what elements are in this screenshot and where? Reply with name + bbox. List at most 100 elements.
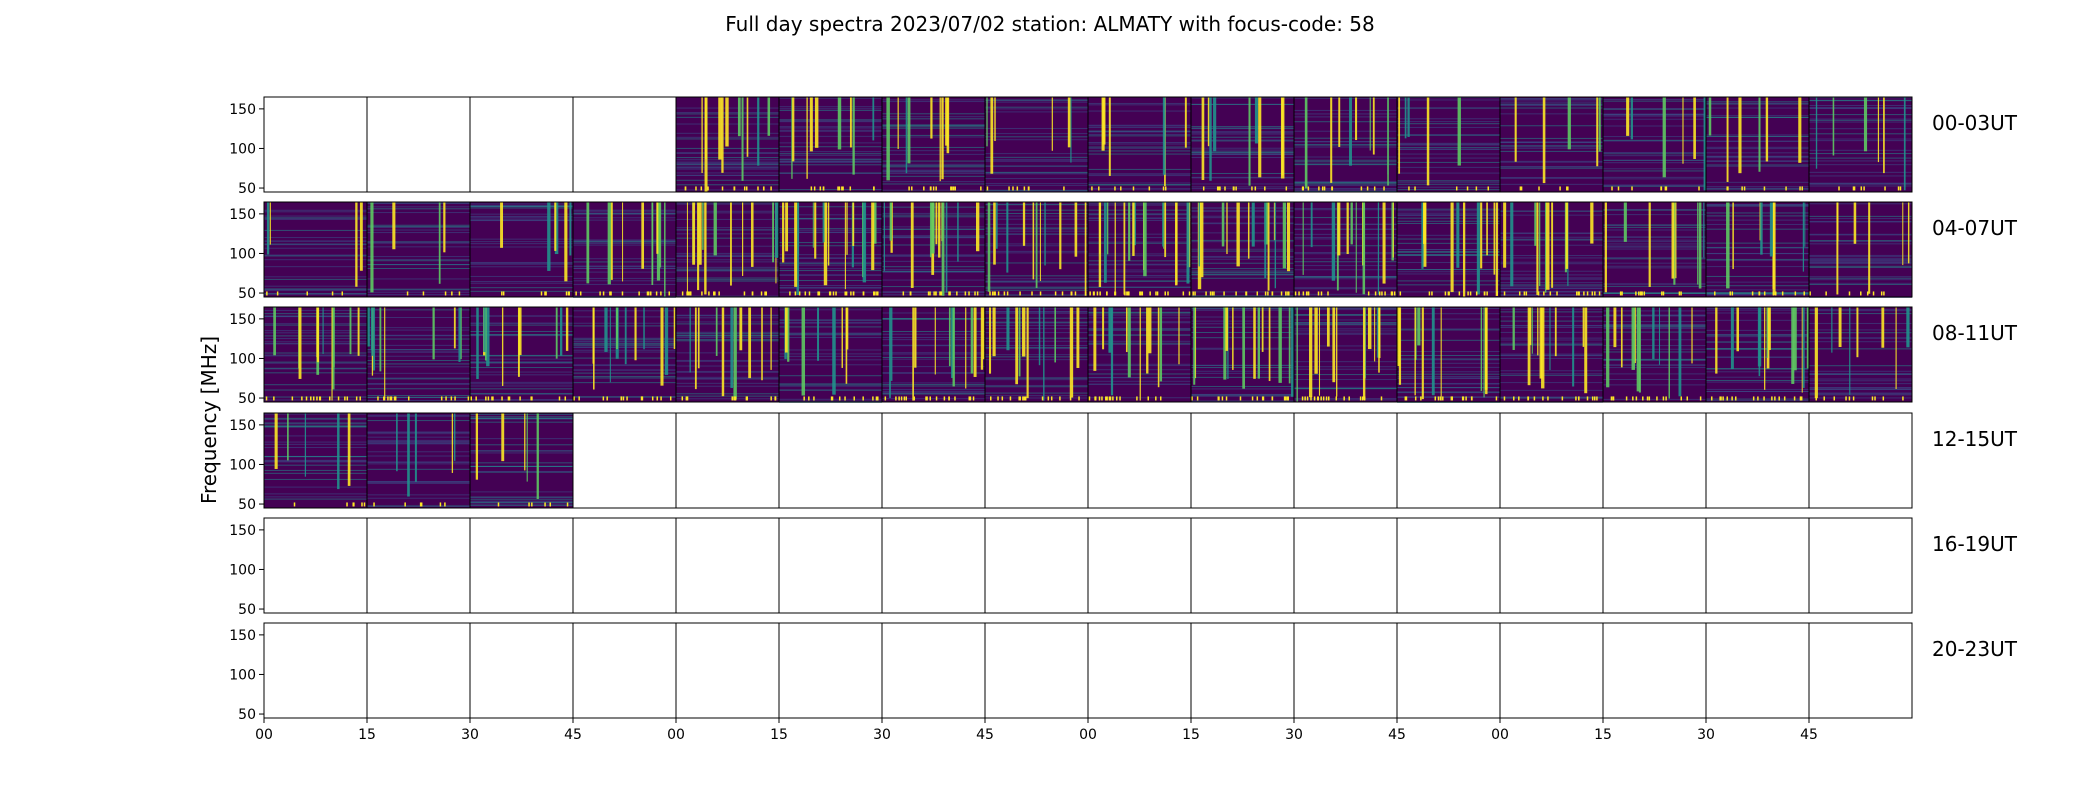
row-label: 12-15UT <box>1932 427 2018 451</box>
burst-mark <box>1186 202 1190 284</box>
burst-mark <box>1038 307 1041 366</box>
burst-mark <box>1804 202 1806 247</box>
band-mark <box>1632 396 1634 401</box>
noise-line <box>779 274 882 276</box>
band-mark <box>1525 291 1528 296</box>
noise-line <box>882 150 985 152</box>
band-mark <box>1638 291 1640 296</box>
noise-line <box>264 496 367 498</box>
band-mark <box>764 291 766 296</box>
noise-line <box>1294 245 1397 247</box>
burst-mark <box>910 202 914 288</box>
noise-line <box>779 263 882 265</box>
noise-line <box>1397 134 1500 136</box>
spectrum-panel <box>1706 307 1810 402</box>
spectrum-panel <box>1397 97 1500 192</box>
noise-line <box>264 243 367 245</box>
noise-line <box>1397 351 1500 353</box>
band-mark <box>1019 291 1021 296</box>
band-mark <box>646 291 649 296</box>
burst-mark <box>832 307 836 395</box>
band-mark <box>1095 396 1097 401</box>
burst-mark <box>287 413 289 461</box>
noise-line <box>1191 400 1294 402</box>
noise-line <box>779 359 882 361</box>
noise-line <box>676 152 779 154</box>
band-mark <box>655 291 658 296</box>
band-mark <box>1751 291 1754 296</box>
band-mark <box>1380 396 1383 401</box>
burst-mark <box>1043 307 1045 401</box>
noise-line <box>1397 387 1500 389</box>
band-mark <box>609 291 611 296</box>
noise-line <box>1809 218 1912 220</box>
row-label: 20-23UT <box>1932 637 2018 661</box>
burst-mark <box>1022 202 1026 246</box>
burst-mark <box>266 202 270 255</box>
band-mark <box>1711 396 1713 401</box>
spectrum-panel <box>1603 307 1706 402</box>
noise-line <box>573 241 676 243</box>
noise-line <box>470 371 573 373</box>
burst-mark <box>1527 307 1531 386</box>
band-mark <box>1327 291 1329 296</box>
panel-background <box>676 202 779 297</box>
spectrum-panel <box>882 97 985 192</box>
noise-line <box>367 309 470 311</box>
noise-line <box>470 262 573 264</box>
noise-line <box>676 227 779 229</box>
band-mark <box>1643 291 1646 296</box>
noise-line <box>367 431 470 433</box>
burst-mark <box>1174 202 1178 286</box>
burst-mark <box>694 307 697 390</box>
x-tick-label: 00 <box>1079 727 1097 743</box>
band-mark <box>1576 291 1578 296</box>
band-mark <box>346 502 348 507</box>
noise-line <box>1603 99 1706 101</box>
noise-line <box>1397 307 1500 309</box>
burst-mark <box>787 307 790 362</box>
noise-line <box>1191 258 1294 260</box>
band-mark <box>1155 291 1157 296</box>
burst-mark <box>1764 307 1766 390</box>
noise-line <box>1500 325 1603 327</box>
burst-mark <box>560 307 563 356</box>
band-mark <box>1793 396 1796 401</box>
burst-mark <box>1531 307 1533 354</box>
band-mark <box>579 291 582 296</box>
noise-line <box>1706 164 1809 166</box>
band-mark <box>1771 396 1773 401</box>
noise-line <box>1809 277 1912 279</box>
band-mark <box>487 396 490 401</box>
band-mark <box>708 291 710 296</box>
noise-line <box>1603 258 1706 260</box>
band-mark <box>1218 186 1220 191</box>
burst-mark <box>1480 202 1483 269</box>
band-mark <box>266 291 268 296</box>
band-mark <box>1132 186 1135 191</box>
noise-line <box>985 153 1088 155</box>
burst-mark <box>664 202 666 297</box>
noise-line <box>1603 185 1706 187</box>
noise-line <box>1809 254 1912 256</box>
band-mark <box>1598 291 1601 296</box>
noise-line <box>1809 370 1912 372</box>
noise-line <box>264 323 367 325</box>
band-mark <box>610 291 612 296</box>
band-mark <box>544 502 546 507</box>
band-mark <box>470 396 473 401</box>
noise-line <box>1397 254 1500 256</box>
noise-line <box>779 326 882 328</box>
noise-line <box>1294 237 1397 239</box>
spectrum-panel <box>676 97 779 192</box>
band-mark <box>1383 186 1385 191</box>
y-tick-label: 150 <box>229 207 256 223</box>
noise-line <box>264 341 367 343</box>
band-mark <box>1621 291 1623 296</box>
noise-line <box>1603 292 1706 294</box>
burst-mark <box>730 307 734 388</box>
noise-line <box>882 385 985 387</box>
noise-line <box>1500 125 1603 127</box>
band-mark <box>387 396 389 401</box>
noise-line <box>985 127 1088 129</box>
